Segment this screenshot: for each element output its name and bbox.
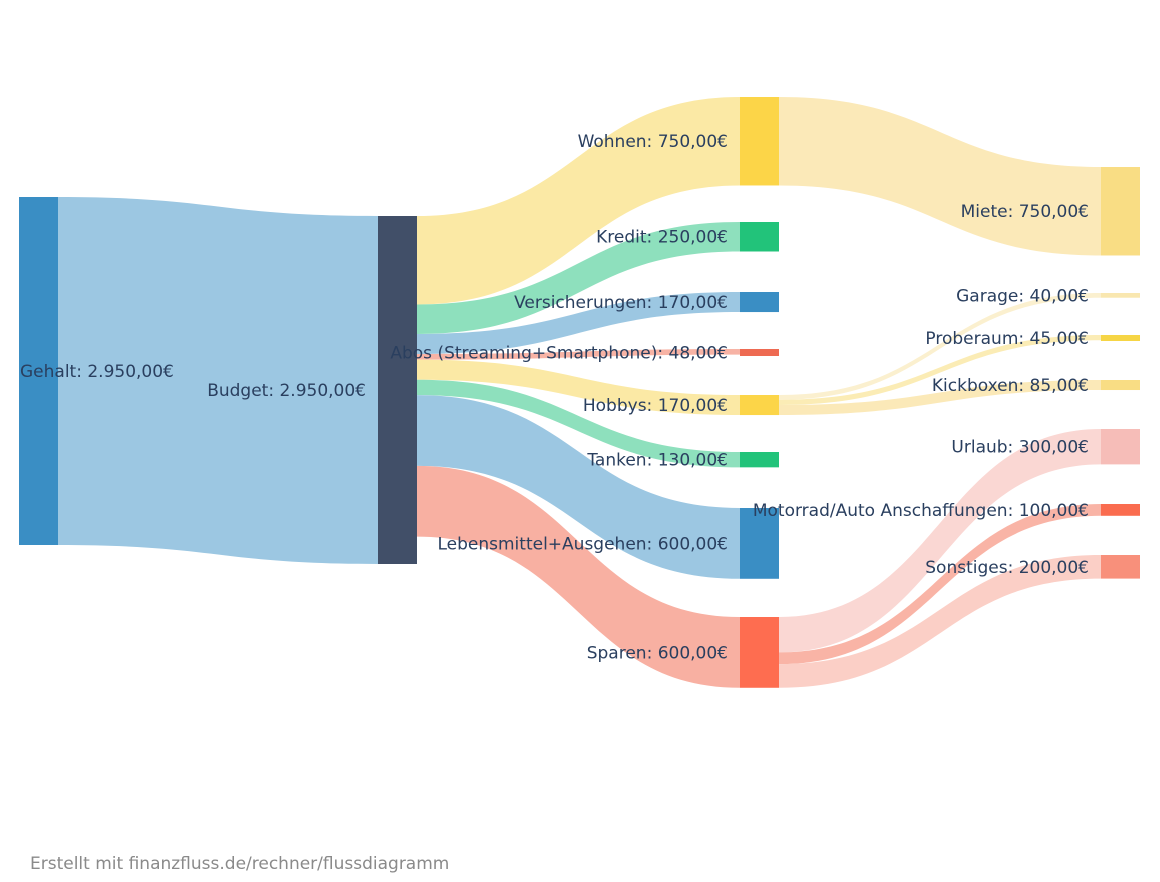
node-gehalt[interactable] [19,197,58,545]
label-wohnen: Wohnen: 750,00€ [578,132,728,152]
link-budget-lebensmittel[interactable] [417,395,740,579]
label-versicherungen: Versicherungen: 170,00€ [514,293,728,313]
node-miete[interactable] [1101,167,1140,256]
node-versicherungen[interactable] [740,292,779,313]
label-urlaub: Urlaub: 300,00€ [951,438,1089,458]
node-hobbys[interactable] [740,395,779,416]
sankey-links [58,97,1101,688]
link-budget-sparen[interactable] [417,465,740,688]
footer-credit: Erstellt mit finanzfluss.de/rechner/flus… [30,854,450,874]
label-abos: Abos (Streaming+Smartphone): 48,00€ [390,344,728,364]
node-kredit[interactable] [740,222,779,252]
link-sparen-sonstiges[interactable] [779,555,1101,688]
link-hobbys-garage[interactable] [779,293,1101,400]
node-wohnen[interactable] [740,97,779,186]
node-budget[interactable] [378,216,417,564]
link-hobbys-kickboxen[interactable] [779,380,1101,416]
node-sonstiges[interactable] [1101,555,1140,579]
link-sparen-urlaub[interactable] [779,429,1101,653]
node-urlaub[interactable] [1101,429,1140,465]
node-sparen[interactable] [740,617,779,688]
label-sonstiges: Sonstiges: 200,00€ [925,558,1089,578]
label-motorrad: Motorrad/Auto Anschaffungen: 100,00€ [753,501,1089,521]
link-hobbys-proberaum[interactable] [779,335,1101,406]
link-wohnen-miete[interactable] [779,97,1101,256]
node-lebensmittel[interactable] [740,508,779,579]
label-proberaum: Proberaum: 45,00€ [925,329,1089,349]
label-sparen: Sparen: 600,00€ [587,643,728,663]
sankey-nodes [19,97,1140,688]
link-sparen-motorrad[interactable] [779,504,1101,665]
node-motorrad[interactable] [1101,504,1140,516]
node-abos[interactable] [740,349,779,356]
link-gehalt-budget[interactable] [58,197,378,564]
link-budget-versicherungen[interactable] [417,292,740,355]
link-budget-kredit[interactable] [417,222,740,334]
node-proberaum[interactable] [1101,335,1140,341]
node-tanken[interactable] [740,452,779,468]
sankey-labels: Gehalt: 2.950,00€ Budget: 2.950,00€ Wohnen… [20,132,1089,663]
label-hobbys: Hobbys: 170,00€ [583,396,728,416]
node-kickboxen[interactable] [1101,380,1140,391]
node-garage[interactable] [1101,293,1140,298]
label-tanken: Tanken: 130,00€ [586,451,728,471]
link-budget-wohnen[interactable] [417,97,740,305]
label-miete: Miete: 750,00€ [961,202,1089,222]
label-kickboxen: Kickboxen: 85,00€ [932,376,1089,396]
link-budget-hobbys[interactable] [417,359,740,416]
label-garage: Garage: 40,00€ [956,286,1089,306]
link-budget-abos[interactable] [417,349,740,360]
label-budget: Budget: 2.950,00€ [207,381,366,401]
label-kredit: Kredit: 250,00€ [596,228,728,248]
label-lebensmittel: Lebensmittel+Ausgehen: 600,00€ [437,534,728,554]
label-gehalt: Gehalt: 2.950,00€ [20,362,174,382]
link-budget-tanken[interactable] [417,379,740,468]
